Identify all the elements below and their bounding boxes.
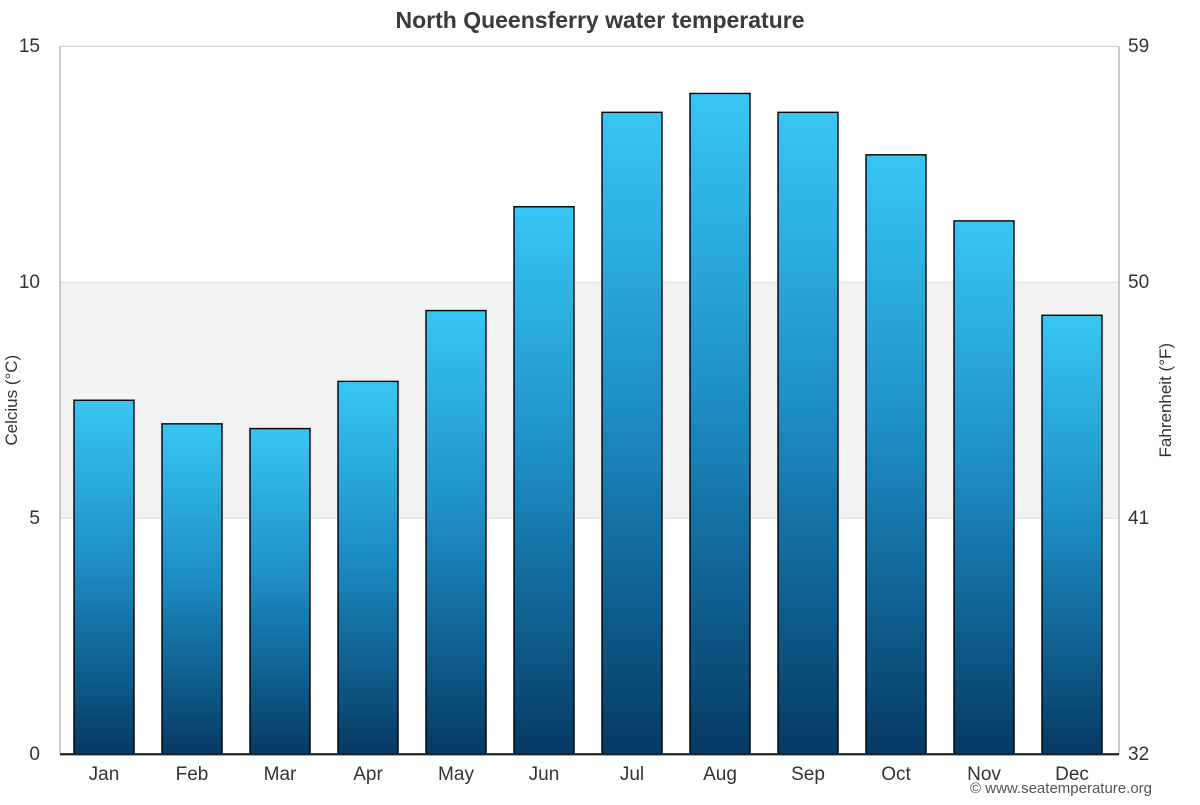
svg-text:5: 5 [29, 508, 40, 529]
svg-text:Oct: Oct [881, 764, 911, 785]
svg-text:10: 10 [19, 272, 40, 293]
svg-text:50: 50 [1128, 272, 1149, 293]
svg-text:Mar: Mar [264, 764, 297, 785]
svg-text:Feb: Feb [176, 764, 209, 785]
svg-text:32: 32 [1128, 744, 1149, 765]
svg-text:15: 15 [19, 36, 40, 57]
svg-text:Jul: Jul [620, 764, 644, 785]
svg-text:Fahrenheit (°F): Fahrenheit (°F) [1156, 343, 1175, 458]
svg-text:Celcius (°C): Celcius (°C) [2, 355, 21, 446]
svg-text:41: 41 [1128, 508, 1149, 529]
svg-text:Sep: Sep [791, 764, 825, 785]
svg-text:Jan: Jan [89, 764, 120, 785]
svg-text:59: 59 [1128, 36, 1149, 57]
svg-text:Jun: Jun [529, 764, 560, 785]
svg-text:May: May [438, 764, 474, 785]
svg-text:Aug: Aug [703, 764, 737, 785]
svg-text:0: 0 [29, 744, 40, 765]
svg-text:Apr: Apr [353, 764, 383, 785]
